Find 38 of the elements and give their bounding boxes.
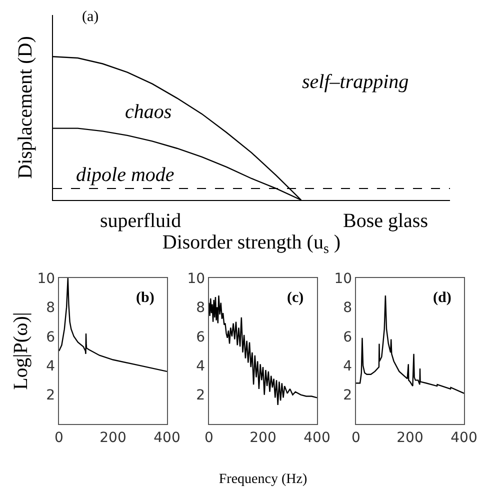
text: (a) — [82, 9, 99, 25]
y-tick-label: 10 — [37, 270, 56, 287]
y-tick-label: 4 — [46, 358, 56, 374]
y-tick-label: 6 — [343, 329, 352, 346]
text: superfluid — [100, 210, 182, 232]
y-tick-label: 8 — [46, 300, 56, 316]
y-tick-label: 4 — [343, 358, 352, 374]
y-tick-label: 6 — [196, 329, 206, 346]
y-tick-label: 2 — [196, 388, 206, 404]
x-axis-title: Frequency (Hz) — [218, 472, 308, 487]
x-tick-label: 200 — [396, 430, 424, 446]
text: Bose glass — [343, 210, 428, 232]
x-tick-label: 200 — [250, 430, 276, 446]
annotation: (c) — [287, 290, 304, 306]
y-tick-label: 8 — [196, 300, 206, 316]
x-tick-label: 0 — [54, 430, 64, 446]
annotation: (d) — [433, 290, 452, 306]
y-tick-label: 10 — [334, 270, 352, 287]
y-axis-title: Displacement (D) — [14, 36, 36, 179]
y-tick-label: 2 — [343, 388, 352, 404]
annotation: dipole mode — [76, 164, 174, 186]
y-tick-label: 2 — [46, 388, 56, 404]
y-tick-label: 8 — [343, 300, 352, 316]
x-tick-label: 0 — [352, 430, 360, 446]
x-tick-label: 0 — [204, 430, 214, 446]
y-axis-title: Log|P(ω)| — [10, 312, 32, 390]
x-tick-label: 400 — [304, 430, 330, 446]
y-tick-label: 6 — [46, 329, 56, 346]
annotation: chaos — [125, 101, 172, 123]
x-tick-label: 400 — [154, 430, 180, 446]
x-tick-label: 400 — [450, 430, 478, 446]
x-axis-title: Disorder strength (u$_{s}$ ) — [162, 232, 341, 257]
y-tick-label: 10 — [187, 270, 206, 287]
y-tick-label: 4 — [196, 358, 206, 374]
x-tick-label: 200 — [100, 430, 126, 446]
annotation: self–trapping — [302, 71, 409, 93]
annotation: (b) — [136, 290, 154, 306]
line-series — [59, 278, 167, 372]
